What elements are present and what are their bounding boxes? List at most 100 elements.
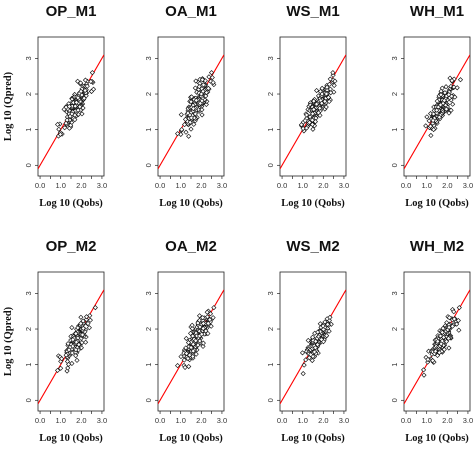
y-tick-label: 3 [144, 56, 153, 60]
scatter-point [208, 70, 215, 76]
scatter-point [83, 316, 89, 323]
scatter-point [66, 361, 72, 367]
x-tick-label: 2.0 [76, 181, 86, 190]
scatter-point [436, 350, 442, 356]
scatter-point [189, 325, 195, 332]
scatter-point [303, 125, 310, 131]
scatter-point [456, 327, 462, 333]
scatter-point [421, 372, 427, 378]
scatter-point [319, 100, 325, 106]
scatter-point [183, 350, 190, 357]
scatter-point [434, 107, 440, 113]
y-tick-label: 0 [24, 163, 33, 167]
scatter-point [331, 89, 337, 95]
scatter-point [179, 126, 185, 133]
scatter-point [185, 110, 191, 116]
y-tick-label: 1 [390, 363, 399, 367]
x-tick-label: 1.0 [175, 181, 185, 190]
scatter-point [452, 94, 458, 100]
scatter-point [58, 365, 64, 371]
y-tick-label: 2 [24, 92, 33, 96]
scatter-point [200, 320, 206, 327]
scatter-point [195, 320, 201, 326]
scatter-point [448, 107, 454, 113]
x-tick-label: 2.0 [196, 416, 206, 425]
scatter-point [55, 367, 61, 373]
scatter-point [191, 121, 197, 127]
scatter-point [326, 328, 332, 334]
scatter-point [76, 342, 82, 348]
scatter-point [83, 314, 90, 320]
scatter-point [455, 317, 461, 324]
scatter-point [323, 91, 329, 97]
y-tick-label: 2 [266, 327, 275, 331]
scatter-point [298, 122, 305, 128]
scatter-point [205, 320, 211, 326]
scatter-point [193, 351, 199, 357]
scatter-point [189, 94, 195, 100]
scatter-point [319, 91, 325, 97]
scatter-point [185, 355, 191, 362]
scatter-point [434, 98, 440, 104]
scatter-point [85, 320, 91, 327]
scatter-point [207, 311, 214, 317]
scatter-point [310, 126, 316, 132]
scatter-point [318, 337, 325, 343]
scatter-point [186, 133, 192, 139]
x-tick-label: 3.0 [97, 181, 107, 190]
x-tick-label: 0.0 [401, 416, 411, 425]
scatter-point [438, 341, 444, 347]
y-tick-label: 0 [144, 163, 153, 167]
scatter-point [79, 340, 85, 346]
scatter-point [438, 92, 444, 98]
scatter-point [443, 84, 449, 90]
x-tick-label: 1.0 [297, 416, 307, 425]
scatter-point [315, 110, 322, 116]
y-tick-label: 3 [266, 56, 275, 60]
x-tick-label: 1.0 [421, 181, 431, 190]
x-tick-label: 3.0 [217, 416, 227, 425]
scatter-point [430, 358, 436, 364]
scatter-point [79, 92, 85, 98]
scatter-point [187, 352, 193, 358]
scatter-point [454, 321, 460, 327]
y-tick-label: 3 [390, 291, 399, 295]
y-tick-label: 0 [390, 398, 399, 402]
x-tick-label: 3.0 [97, 416, 107, 425]
panel-title: OA_M1 [165, 3, 217, 20]
scatter-point [308, 352, 314, 358]
scatter-point [425, 356, 431, 362]
scatter-point [198, 91, 204, 97]
scatter-point [428, 132, 434, 139]
x-axis-label: Log 10 (Qobs) [39, 198, 103, 209]
x-tick-label: 3.0 [463, 416, 473, 425]
scatter-point [457, 77, 464, 83]
x-tick-label: 3.0 [217, 181, 227, 190]
scatter-points [175, 305, 217, 370]
panel-ws-m1: WS_M1 0.0 1.0 2.0 3.0 0 1 2 3 Log 10 (Qobs) [266, 3, 349, 209]
scatter-point [190, 341, 196, 347]
scatter-point [205, 85, 211, 91]
scatter-point [178, 354, 184, 360]
scatter-point [204, 309, 210, 315]
scatter-point [64, 368, 70, 374]
y-tick-label: 3 [144, 291, 153, 295]
scatter-point [451, 76, 457, 82]
scatter-point [199, 107, 205, 113]
scatter-point [207, 317, 213, 323]
x-tick-label: 2.0 [196, 181, 206, 190]
scatter-point [78, 320, 84, 327]
scatter-points [175, 70, 217, 139]
scatter-point [326, 81, 333, 87]
scatter-point [192, 111, 198, 117]
scatter-point [210, 315, 216, 321]
x-tick-label: 2.0 [442, 181, 452, 190]
x-tick-label: 3.0 [339, 181, 349, 190]
scatter-point [451, 84, 457, 90]
scatter-point [330, 70, 336, 76]
scatter-point [197, 100, 203, 106]
scatter-point [88, 78, 94, 85]
scatter-point [83, 339, 89, 345]
y-tick-label: 3 [24, 291, 33, 295]
